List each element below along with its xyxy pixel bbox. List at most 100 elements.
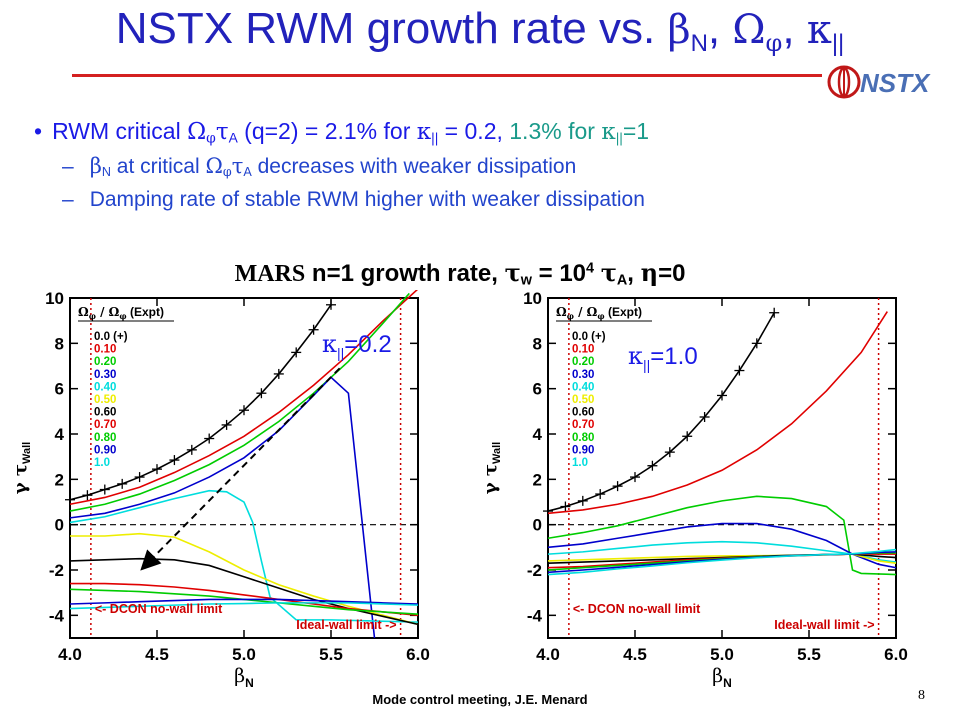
legend-entry: 0.10 [572,344,594,356]
y-label-tau: τ [480,464,501,476]
legend-entry: 1.0 [94,457,110,469]
legend-header-sub2: φ [597,311,604,321]
legend-entry: 0.0 (+) [94,331,128,343]
page-title: NSTX RWM growth rate vs. βN, Ωφ, κ|| [115,4,845,57]
chart-kappa-0.2: 4.0 4.5 5.0 5.5 6.0 -4 -2 0 2 4 6 8 10 Ωφ / Ωφ (Expt)… [10,290,430,690]
series-line [69,489,419,623]
annotation-value: =0.2 [344,331,391,358]
bullet-list: • RWM critical ΩφτA (q=2) = 2.1% for κ|| … [34,118,934,212]
x-label-beta: β [234,665,245,687]
legend-header-mid: / Ω [574,305,598,319]
legend-entry: 0.30 [94,369,116,381]
y-tick-label: 6 [55,380,64,399]
legend-entry: 0.0 (+) [572,331,606,343]
bullet-3: – Damping rate of stable RWM higher with … [62,187,645,211]
annotation-kappa: κ [322,330,337,358]
legend-header-omega: Ω [78,305,89,319]
legend-header-omega: Ω [556,305,567,319]
annotation-value: =1.0 [650,343,697,370]
kappa-annotation: κ||=0.2 [322,330,392,361]
legend-entry: 0.50 [572,394,594,406]
series-line [547,311,888,515]
bullet-dot: • [34,118,43,144]
y-tick-label: 4 [55,425,65,444]
y-label-gamma: γ [480,476,501,494]
y-axis-label: γ τWall [10,442,33,495]
trend-arrow [140,367,341,571]
y-label-sub: Wall [21,442,33,464]
title-text: NSTX RWM growth rate vs. [115,4,668,53]
series-line [547,312,775,512]
y-tick-label: 0 [533,516,542,535]
x-tick-label: 5.0 [710,645,734,664]
y-label-tau: τ [10,464,31,476]
y-label-sub: Wall [491,442,503,464]
legend-entry: 0.20 [94,356,116,368]
x-tick-label: 4.0 [536,645,560,664]
footer-text: Mode control meeting, J.E. Menard [372,692,588,707]
x-tick-label: 6.0 [884,645,908,664]
series-line [69,304,332,501]
y-tick-label: 6 [533,380,542,399]
legend-entry: 0.60 [572,407,594,419]
legend-entry: 0.10 [94,344,116,356]
annotation-kappa: κ [628,342,643,370]
series-line [547,548,897,576]
x-tick-label: 4.5 [145,645,169,664]
y-tick-label: -2 [49,561,64,580]
legend-entry: 0.50 [94,394,116,406]
series-line [69,376,376,639]
series-line [69,602,419,610]
x-tick-label: 5.5 [797,645,821,664]
bullet-2: – βN at critical ΩφτA decreases with weak… [62,154,577,180]
x-axis-label: βN [712,665,732,690]
kappa-annotation: κ||=1.0 [628,342,698,373]
y-tick-label: -2 [527,561,542,580]
y-axis-label: γ τWall [480,442,503,495]
legend-entry: 1.0 [572,457,588,469]
chart-heading: MARS n=1 growth rate, τw = 104 τA, η=0 [234,258,686,289]
legend-header-mid: / Ω [96,305,120,319]
legend-header-sub2: φ [119,311,126,321]
x-label-beta: β [712,665,723,687]
y-tick-label: 8 [533,334,542,353]
ideal-label: Ideal-wall limit -> [296,618,396,632]
x-tick-label: 6.0 [406,645,430,664]
y-tick-label: -4 [49,606,65,625]
series-line [69,598,419,605]
x-tick-label: 4.0 [58,645,82,664]
legend-header: Ωφ / Ωφ (Expt) [556,305,642,321]
page-number: 8 [918,688,925,703]
legend-header-sub: φ [89,311,96,321]
legend-entry: 0.90 [572,444,594,456]
y-tick-label: 2 [533,470,542,489]
x-tick-label: 5.5 [319,645,343,664]
x-label-sub: N [723,676,732,690]
x-axis-label: βN [234,665,254,690]
nstx-logo: NSTX [827,65,931,99]
legend-entry: 0.40 [94,381,116,393]
y-tick-label: 8 [55,334,64,353]
logo-text: NSTX [860,68,931,98]
x-tick-label: 4.5 [623,645,647,664]
legend-header: Ωφ / Ωφ (Expt) [78,305,164,321]
bullet-1: • RWM critical ΩφτA (q=2) = 2.1% for κ|| … [34,118,650,147]
annotation-sub: || [643,357,650,373]
legend-entry: 0.20 [572,356,594,368]
legend-header-sub: φ [567,311,574,321]
series-line [69,290,419,506]
legend-entry: 0.80 [94,432,116,444]
y-tick-label: 2 [55,470,64,489]
y-tick-label: -4 [527,606,543,625]
dcon-label: <- DCON no-wall limit [573,602,701,616]
title-underline [72,74,822,77]
plot-frame [547,297,897,639]
dcon-label: <- DCON no-wall limit [95,602,223,616]
y-tick-label: 0 [55,516,64,535]
legend-entry: 0.70 [94,419,116,431]
legend-entry: 0.80 [572,432,594,444]
x-tick-label: 5.0 [232,645,256,664]
y-label-gamma: γ [10,476,31,494]
series-line [547,495,897,576]
legend-header-expt: (Expt) [605,305,642,319]
